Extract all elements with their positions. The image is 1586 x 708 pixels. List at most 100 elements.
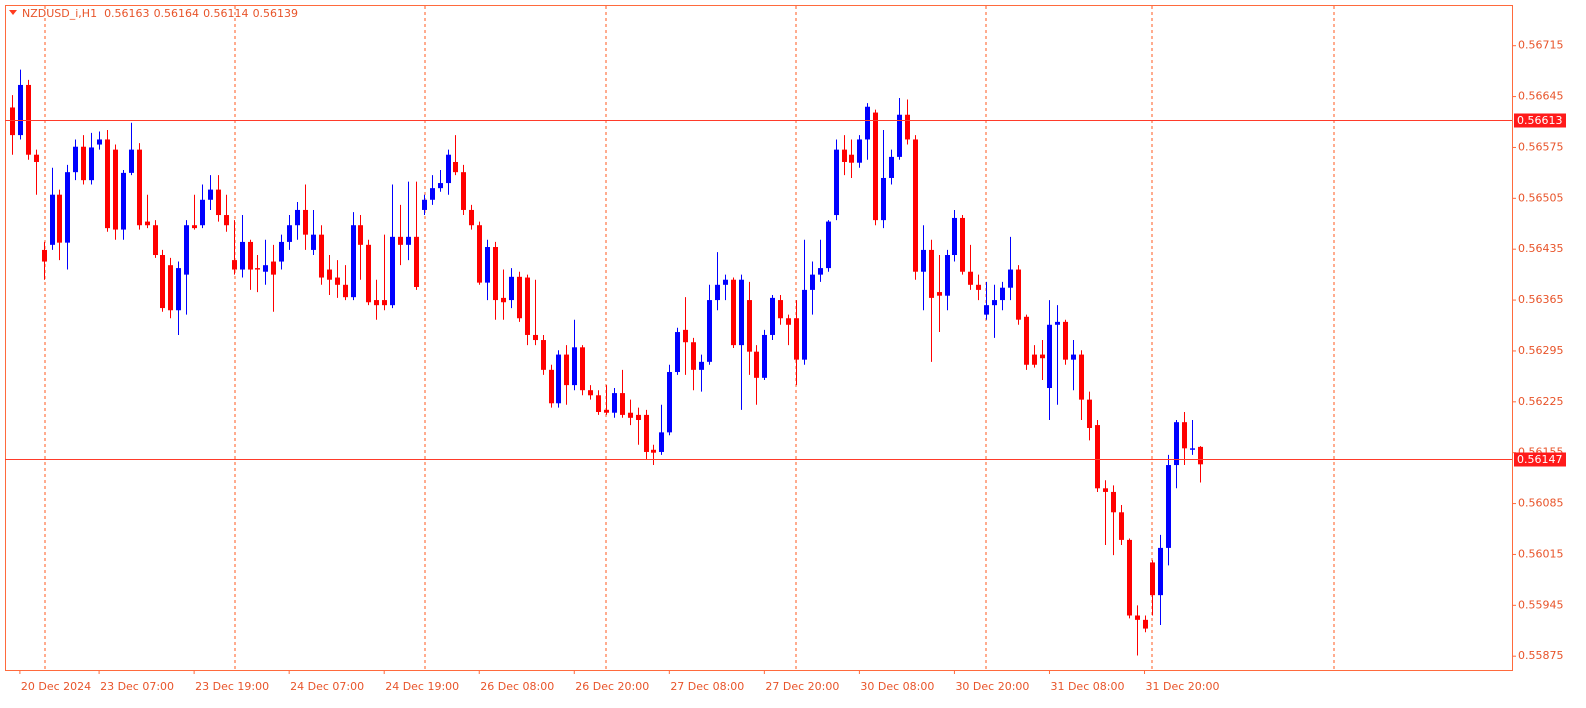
candle-body xyxy=(271,261,276,275)
candle-body xyxy=(517,276,522,319)
candle-body xyxy=(747,300,752,352)
candle-body xyxy=(1055,321,1060,325)
candle-body xyxy=(97,139,102,145)
candle-body xyxy=(842,149,847,162)
candle-body xyxy=(984,305,989,315)
candle-body xyxy=(105,139,110,229)
candle-body xyxy=(145,221,150,226)
candle-body xyxy=(1198,446,1203,465)
candle-body xyxy=(810,274,815,290)
candle-body xyxy=(849,154,854,163)
candle-body xyxy=(1143,619,1148,629)
candle-body xyxy=(628,412,633,418)
candle-body xyxy=(430,188,435,200)
candle-body xyxy=(311,234,316,250)
candle-body xyxy=(889,156,894,178)
candle-body xyxy=(18,84,23,136)
candle-body xyxy=(501,297,506,303)
candle-body xyxy=(287,225,292,242)
candle-body xyxy=(1119,512,1124,540)
candle-body xyxy=(168,265,173,311)
candle-body xyxy=(620,393,625,415)
candle-body xyxy=(1000,287,1005,301)
price-label: 0.56613 xyxy=(1517,114,1563,127)
header-high: 0.56164 xyxy=(154,7,200,20)
candle-body xyxy=(366,244,371,303)
x-tick-label: 23 Dec 07:00 xyxy=(100,680,174,693)
x-tick-label: 26 Dec 20:00 xyxy=(575,680,649,693)
candle-body xyxy=(1040,354,1045,359)
y-tick-label: 0.56505 xyxy=(1518,191,1564,204)
candle-body xyxy=(644,414,649,452)
candle-body xyxy=(390,236,395,306)
candle-body xyxy=(1150,562,1155,596)
candle-body xyxy=(461,172,466,210)
candle-body xyxy=(343,284,348,298)
x-tick-label: 30 Dec 20:00 xyxy=(955,680,1029,693)
candle-body xyxy=(992,300,997,306)
candle-body xyxy=(976,284,981,290)
candle-body xyxy=(446,154,451,184)
candle-body xyxy=(1182,422,1187,449)
x-tick-label: 24 Dec 07:00 xyxy=(290,680,364,693)
candle-body xyxy=(469,209,474,226)
candle-body xyxy=(1079,354,1084,400)
candle-body xyxy=(960,217,965,272)
candle-body xyxy=(153,225,158,256)
candle-body xyxy=(485,247,490,283)
candle-body xyxy=(184,225,189,275)
candle-body xyxy=(1111,491,1116,513)
x-tick-label: 31 Dec 20:00 xyxy=(1146,680,1220,693)
candle-body xyxy=(564,354,569,386)
candle-body xyxy=(707,300,712,362)
candle-body xyxy=(1071,354,1076,360)
price-label-box xyxy=(1514,113,1566,128)
candle-body xyxy=(651,449,656,453)
candle-body xyxy=(715,284,720,301)
candle-body xyxy=(754,351,759,378)
x-tick-label: 27 Dec 08:00 xyxy=(670,680,744,693)
x-tick-label: 23 Dec 19:00 xyxy=(195,680,269,693)
candle-body xyxy=(232,260,237,270)
candle-body xyxy=(881,177,886,221)
candle-body xyxy=(34,154,39,162)
candle-body xyxy=(937,292,942,296)
candle-body xyxy=(1158,547,1163,596)
header-close: 0.56139 xyxy=(253,7,299,20)
candle-body xyxy=(1024,316,1029,365)
candle-body xyxy=(865,106,870,140)
candle-body xyxy=(802,289,807,360)
candle-body xyxy=(57,194,62,243)
y-tick-label: 0.56715 xyxy=(1518,39,1564,52)
candle-body xyxy=(588,390,593,396)
candle-body xyxy=(160,255,165,309)
candle-body xyxy=(477,225,482,283)
candle-body xyxy=(295,209,300,226)
y-tick-label: 0.56365 xyxy=(1518,293,1564,306)
y-tick-label: 0.56085 xyxy=(1518,497,1564,510)
candle-body xyxy=(73,146,78,173)
candle-body xyxy=(438,183,443,189)
candle-body xyxy=(549,369,554,404)
candle-body xyxy=(826,221,831,269)
candle-body xyxy=(762,334,767,378)
candle-body xyxy=(240,241,245,270)
candle-body xyxy=(1032,354,1037,365)
header-arrow xyxy=(9,10,17,15)
candle-body xyxy=(406,236,411,245)
candle-body xyxy=(81,146,86,181)
candle-body xyxy=(556,354,561,404)
candle-body xyxy=(770,297,775,335)
candle-body xyxy=(89,147,94,181)
candle-body xyxy=(1087,399,1092,428)
x-tick-label: 26 Dec 08:00 xyxy=(480,680,554,693)
candle-body xyxy=(525,277,530,335)
candle-body xyxy=(636,414,641,420)
candle-body xyxy=(351,225,356,298)
candle-body xyxy=(675,332,680,373)
candle-body xyxy=(1127,539,1132,616)
x-tick-label: 20 Dec 2024 xyxy=(21,680,91,693)
candle-body xyxy=(303,209,308,235)
candle-body xyxy=(778,300,783,319)
